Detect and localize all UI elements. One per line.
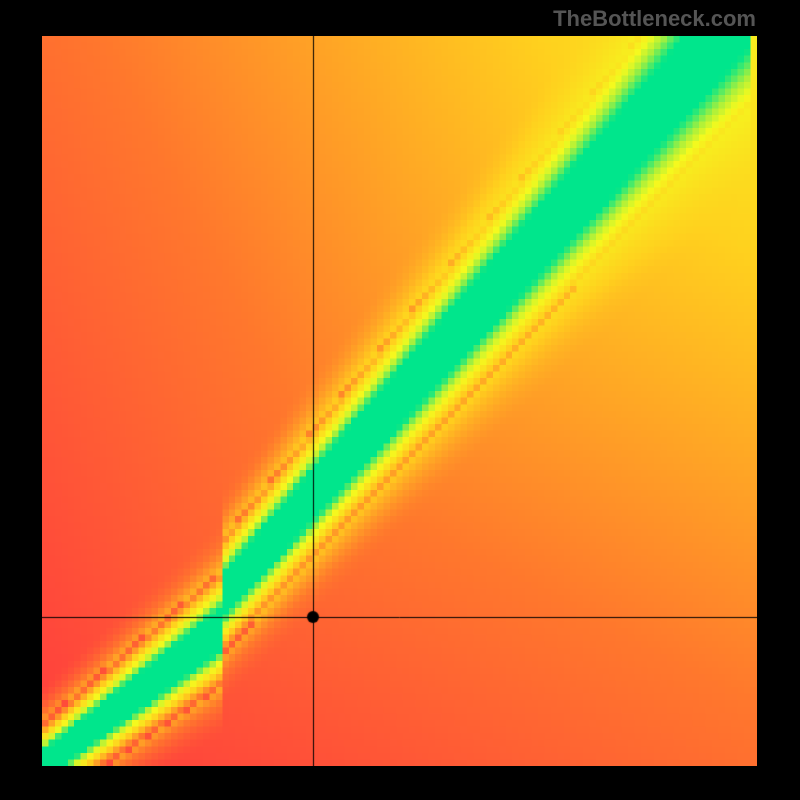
watermark-text: TheBottleneck.com xyxy=(553,6,756,32)
chart-container: TheBottleneck.com xyxy=(0,0,800,800)
bottleneck-heatmap xyxy=(42,36,757,766)
